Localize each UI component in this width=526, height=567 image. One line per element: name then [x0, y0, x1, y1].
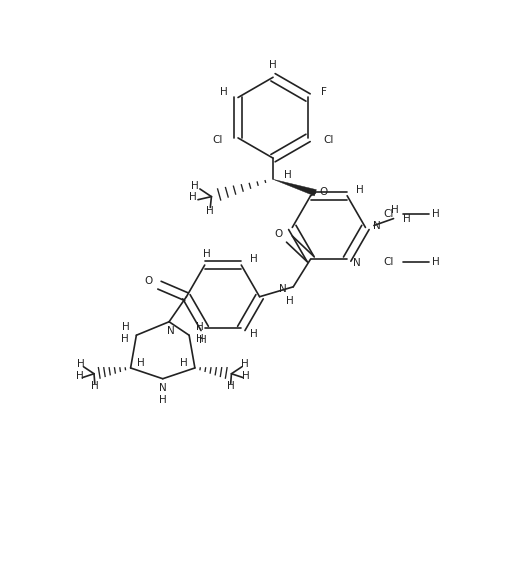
Text: H: H — [137, 358, 145, 369]
Text: H: H — [391, 205, 399, 215]
Text: N: N — [279, 284, 286, 294]
Text: H: H — [121, 334, 129, 344]
Text: H: H — [196, 321, 204, 332]
Text: Cl: Cl — [383, 257, 394, 267]
Text: H: H — [199, 335, 207, 345]
Text: Cl: Cl — [213, 135, 223, 145]
Text: H: H — [227, 381, 235, 391]
Text: O: O — [145, 276, 153, 286]
Text: H: H — [269, 60, 277, 70]
Text: H: H — [77, 359, 84, 369]
Text: H: H — [403, 214, 410, 223]
Text: H: H — [219, 87, 227, 97]
Text: H: H — [159, 395, 167, 405]
Text: N: N — [353, 258, 361, 268]
Text: H: H — [242, 371, 250, 380]
Text: H: H — [91, 381, 99, 391]
Text: H: H — [203, 248, 210, 259]
Text: F: F — [321, 87, 327, 97]
Text: H: H — [250, 254, 257, 264]
Text: N: N — [167, 327, 175, 336]
Text: O: O — [320, 187, 328, 197]
Text: H: H — [189, 192, 197, 202]
Text: H: H — [122, 321, 129, 332]
Text: H: H — [432, 257, 440, 267]
Text: H: H — [76, 371, 83, 380]
Text: N: N — [159, 383, 167, 393]
Text: H: H — [356, 185, 363, 195]
Text: N: N — [373, 221, 381, 231]
Text: Cl: Cl — [323, 135, 333, 145]
Text: H: H — [180, 358, 188, 369]
Text: H: H — [250, 329, 257, 339]
Text: Cl: Cl — [383, 209, 394, 219]
Text: H: H — [286, 297, 294, 306]
Text: H: H — [191, 181, 199, 191]
Text: H: H — [196, 334, 204, 344]
Text: H: H — [284, 171, 291, 180]
Polygon shape — [273, 179, 316, 196]
Text: H: H — [206, 206, 214, 216]
Text: H: H — [432, 209, 440, 219]
Text: H: H — [241, 359, 249, 369]
Text: O: O — [275, 230, 283, 239]
